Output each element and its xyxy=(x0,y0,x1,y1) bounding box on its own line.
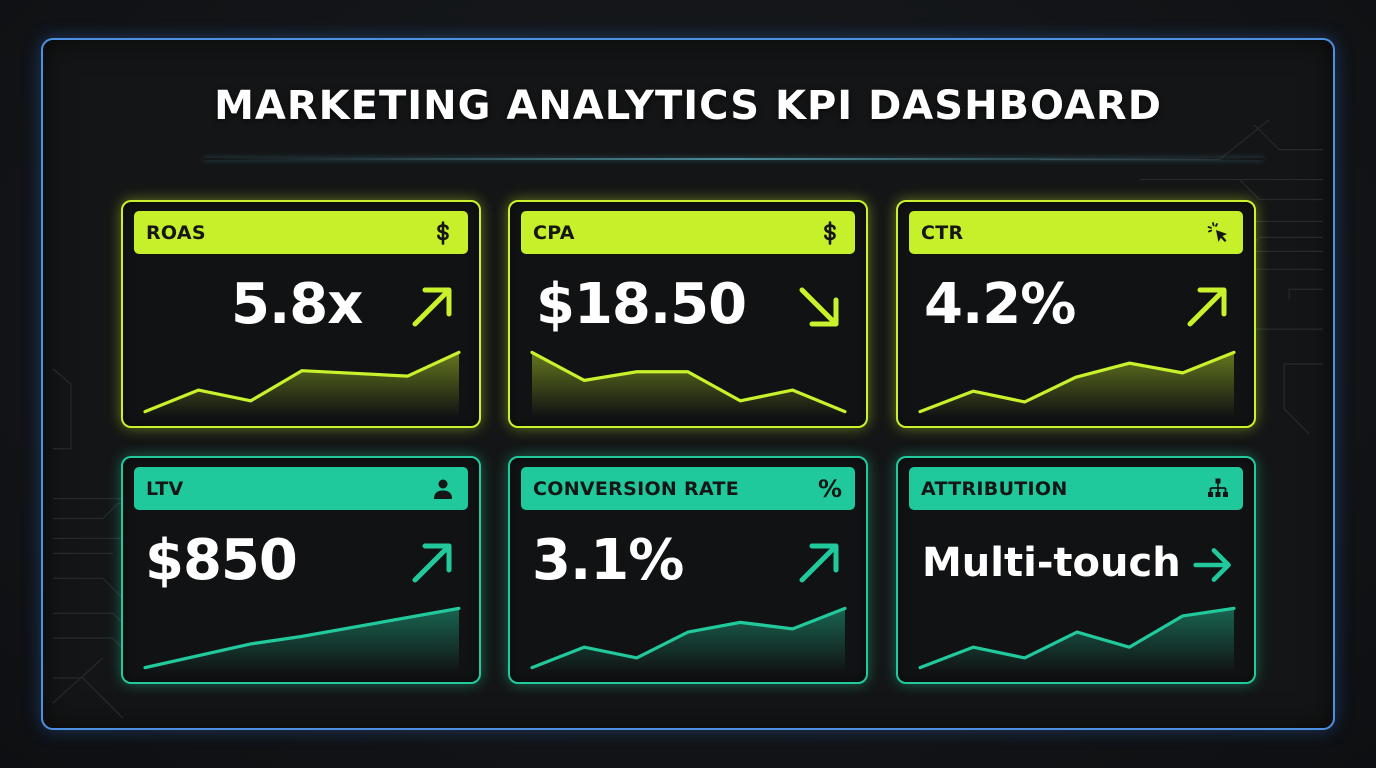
hierarchy-icon xyxy=(1205,476,1231,502)
arrow-right-icon xyxy=(1192,544,1234,586)
arrow-up-right-icon xyxy=(409,540,455,586)
kpi-card-conversion-rate[interactable]: CONVERSION RATE % 3.1% xyxy=(508,456,868,684)
kpi-value: $18.50 xyxy=(536,272,747,337)
card-header: LTV xyxy=(134,467,468,510)
sparkline-chart xyxy=(918,603,1236,673)
sparkline-chart xyxy=(918,347,1236,417)
page-title: MARKETING ANALYTICS KPI DASHBOARD xyxy=(214,83,1162,129)
dollar-icon xyxy=(817,220,843,246)
card-header: ATTRIBUTION xyxy=(909,467,1243,510)
kpi-value: 4.2% xyxy=(924,272,1076,337)
card-header: CTR xyxy=(909,211,1243,254)
arrow-up-right-icon xyxy=(1184,284,1230,330)
arrow-up-right-icon xyxy=(409,284,455,330)
card-label: LTV xyxy=(146,477,184,500)
card-label: CPA xyxy=(533,221,575,244)
card-header: CPA xyxy=(521,211,855,254)
kpi-value: Multi-touch xyxy=(922,540,1181,586)
title-divider xyxy=(203,158,1263,160)
kpi-card-roas[interactable]: ROAS 5.8x xyxy=(121,200,481,428)
kpi-value: 3.1% xyxy=(532,528,684,593)
kpi-card-ltv[interactable]: LTV $850 xyxy=(121,456,481,684)
arrow-up-right-icon xyxy=(796,540,842,586)
sparkline-chart xyxy=(143,347,461,417)
dollar-icon xyxy=(430,220,456,246)
kpi-value: $850 xyxy=(145,528,298,593)
percent-icon: % xyxy=(817,474,843,503)
card-label: ATTRIBUTION xyxy=(921,477,1068,500)
card-header: ROAS xyxy=(134,211,468,254)
arrow-down-right-icon xyxy=(796,284,842,330)
card-label: CTR xyxy=(921,221,964,244)
card-label: CONVERSION RATE xyxy=(533,477,740,500)
card-label: ROAS xyxy=(146,221,206,244)
sparkline-chart xyxy=(143,603,461,673)
card-header: CONVERSION RATE % xyxy=(521,467,855,510)
sparkline-chart xyxy=(530,603,847,673)
user-icon xyxy=(430,476,456,502)
kpi-card-ctr[interactable]: CTR 4.2% xyxy=(896,200,1256,428)
kpi-card-cpa[interactable]: CPA $18.50 xyxy=(508,200,868,428)
kpi-value: 5.8x xyxy=(231,272,363,337)
kpi-card-attribution[interactable]: ATTRIBUTION Multi-touch xyxy=(896,456,1256,684)
sparkline-chart xyxy=(530,347,847,417)
cursor-click-icon xyxy=(1205,220,1231,246)
